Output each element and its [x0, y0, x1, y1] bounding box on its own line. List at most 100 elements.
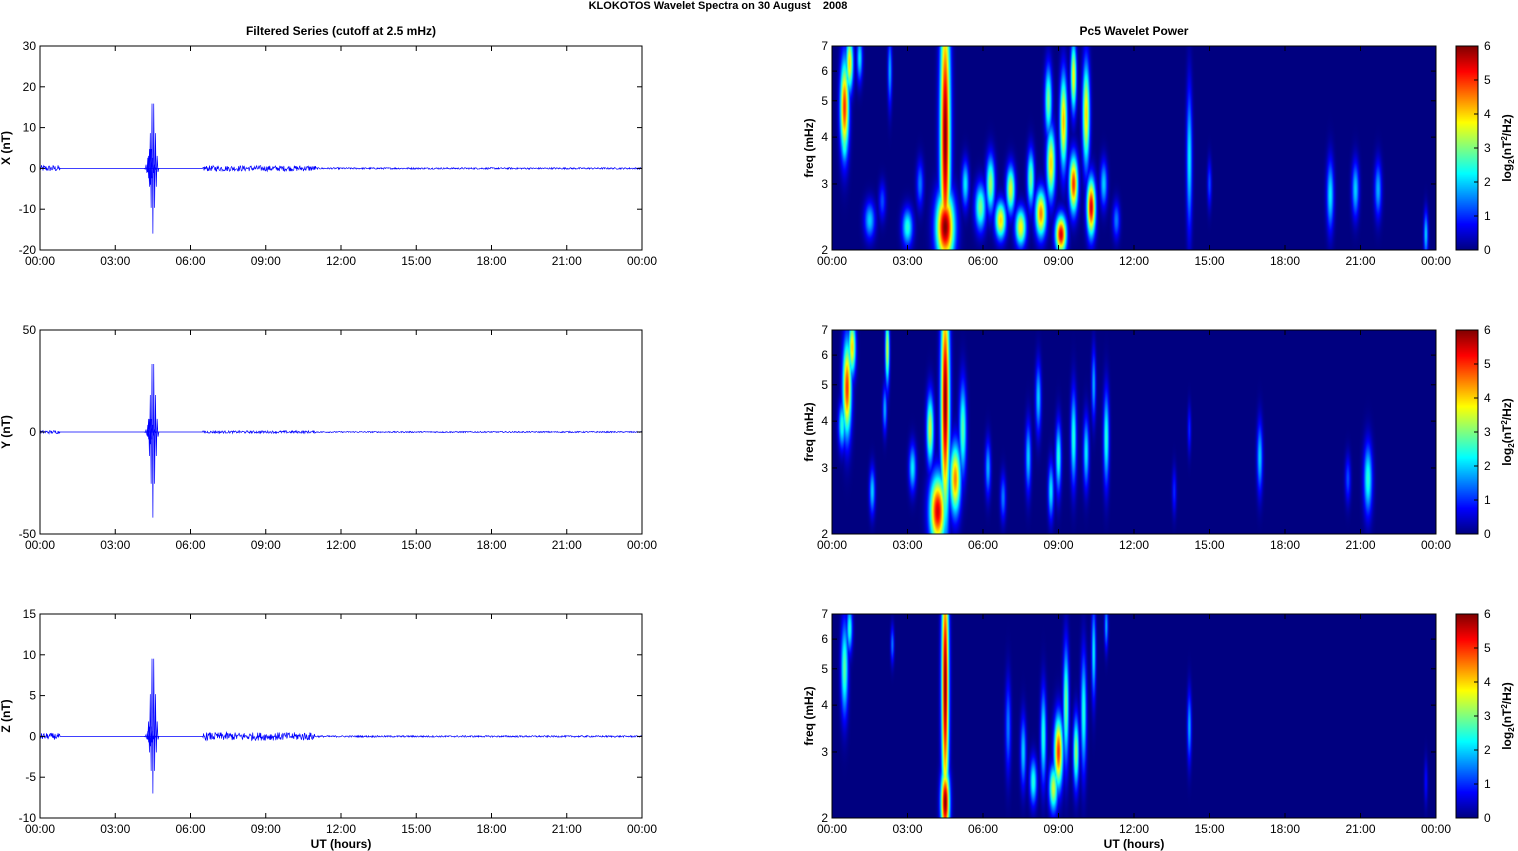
colorbar-label: log2(nT2/Hz) [1500, 398, 1516, 466]
colorbar-tick-label: 6 [1484, 39, 1491, 53]
colorbar-gradient [1456, 330, 1478, 534]
ytick-label: 5 [821, 378, 828, 392]
series-panel-x: -20 -10 0 10 20 30 00:00 03:00 06:00 09:00 12:00 15… [0, 39, 657, 268]
colorbar-tick-label: 2 [1484, 743, 1491, 757]
wavelet-xtick-label: 03:00 [892, 822, 922, 836]
wavelet-xtick-label: 00:00 [1421, 254, 1451, 268]
wavelet-xtick-label: 18:00 [1270, 822, 1300, 836]
colorbar-label-part: 2 [1507, 443, 1516, 448]
ytick-label: -5 [25, 770, 36, 784]
colorbar-tick-label: 1 [1484, 493, 1491, 507]
ytick-label: 4 [821, 130, 828, 144]
colorbar-tick-label: 1 [1484, 777, 1491, 791]
ytick-label: 2 [821, 243, 828, 257]
ytick-label: 4 [821, 698, 828, 712]
ytick-label: 7 [821, 39, 828, 53]
ytick-label: -20 [19, 243, 37, 257]
wavelet-xtick-label: 03:00 [892, 538, 922, 552]
colorbar-tick-label: 4 [1484, 107, 1491, 121]
series-xlabel: UT (hours) [311, 837, 372, 851]
wavelet-xtick-label: 06:00 [968, 254, 998, 268]
wavelet-power-image [832, 614, 1436, 818]
wavelet-xtick-label: 15:00 [1194, 822, 1224, 836]
wavelet-ylabel: freq (mHz) [802, 118, 816, 177]
series-line-y [39, 364, 643, 518]
series-line-x [39, 103, 643, 234]
ytick-label: 2 [821, 811, 828, 825]
series-xtick-label: 00:00 [627, 538, 657, 552]
series-xtick-label: 00:00 [627, 822, 657, 836]
colorbar-tick-label: 5 [1484, 73, 1491, 87]
colorbar-label-part: 2 [1507, 159, 1516, 164]
ytick-label: 6 [821, 64, 828, 78]
wavelet-xtick-label: 00:00 [817, 822, 847, 836]
series-xtick-label: 03:00 [100, 538, 130, 552]
series-xtick-label: 03:00 [100, 822, 130, 836]
series-xtick-label: 18:00 [476, 254, 506, 268]
wavelet-xtick-label: 06:00 [968, 538, 998, 552]
colorbar-tick-label: 6 [1484, 323, 1491, 337]
wavelet-xlabel: UT (hours) [1104, 837, 1165, 851]
ytick-label: 6 [821, 632, 828, 646]
colorbar-label: log2(nT2/Hz) [1500, 114, 1516, 182]
wavelet-xtick-label: 18:00 [1270, 254, 1300, 268]
wavelet-panel-y: 2 3 4 5 6 7 00:00 03:00 06:00 09:00 12:00 15:00 18:0… [802, 323, 1516, 552]
colorbar-tick-label: 2 [1484, 459, 1491, 473]
wavelet-xtick-label: 12:00 [1119, 822, 1149, 836]
series-xtick-label: 03:00 [100, 254, 130, 268]
ytick-label: 20 [23, 80, 37, 94]
colorbar-label-part: /Hz) [1500, 682, 1514, 704]
wavelet-power-image [832, 46, 1436, 250]
series-xtick-label: 00:00 [627, 254, 657, 268]
ytick-label: -10 [19, 202, 37, 216]
wavelet-xtick-label: 15:00 [1194, 254, 1224, 268]
series-xtick-label: 06:00 [175, 822, 205, 836]
series-xtick-label: 18:00 [476, 538, 506, 552]
wavelet-power-image [832, 330, 1436, 534]
colorbar-gradient [1456, 614, 1478, 818]
ytick-label: 5 [29, 689, 36, 703]
ytick-label: 0 [29, 425, 36, 439]
series-xtick-label: 09:00 [251, 254, 281, 268]
colorbar-label: log2(nT2/Hz) [1500, 682, 1516, 750]
ytick-label: 5 [821, 662, 828, 676]
series-xtick-label: 12:00 [326, 254, 356, 268]
series-xtick-label: 09:00 [251, 538, 281, 552]
colorbar-tick-label: 3 [1484, 425, 1491, 439]
wavelet-xtick-label: 00:00 [817, 254, 847, 268]
series-ylabel: Y (nT) [0, 415, 13, 449]
ytick-label: 2 [821, 527, 828, 541]
ytick-label: 5 [821, 94, 828, 108]
series-xtick-label: 21:00 [552, 538, 582, 552]
colorbar-tick-label: 3 [1484, 141, 1491, 155]
colorbar-label-part: (nT [1500, 708, 1514, 727]
colorbar-label-part: /Hz) [1500, 398, 1514, 420]
ytick-label: 10 [23, 648, 37, 662]
wavelet-xtick-label: 00:00 [1421, 822, 1451, 836]
plot-area [40, 614, 642, 818]
wavelet-ylabel: freq (mHz) [802, 402, 816, 461]
colorbar-tick-label: 6 [1484, 607, 1491, 621]
series-xtick-label: 15:00 [401, 254, 431, 268]
series-xtick-label: 12:00 [326, 822, 356, 836]
figure-title: KLOKOTOS Wavelet Spectra on 30 August 20… [588, 0, 848, 12]
series-xtick-label: 15:00 [401, 538, 431, 552]
wavelet-xtick-label: 03:00 [892, 254, 922, 268]
colorbar-tick-label: 3 [1484, 709, 1491, 723]
ytick-label: 10 [23, 121, 37, 135]
wavelet-xtick-label: 09:00 [1043, 254, 1073, 268]
series-line-z [39, 658, 643, 794]
colorbar-label-part: /Hz) [1500, 114, 1514, 136]
wavelet-xtick-label: 15:00 [1194, 538, 1224, 552]
wavelet-xtick-label: 12:00 [1119, 254, 1149, 268]
wavelet-xtick-label: 09:00 [1043, 822, 1073, 836]
series-xtick-label: 15:00 [401, 822, 431, 836]
series-xtick-label: 00:00 [25, 254, 55, 268]
wavelet-xtick-label: 09:00 [1043, 538, 1073, 552]
colorbar-label-part: log [1500, 164, 1514, 182]
wavelet-xtick-label: 06:00 [968, 822, 998, 836]
colorbar-label-part: (nT [1500, 424, 1514, 443]
